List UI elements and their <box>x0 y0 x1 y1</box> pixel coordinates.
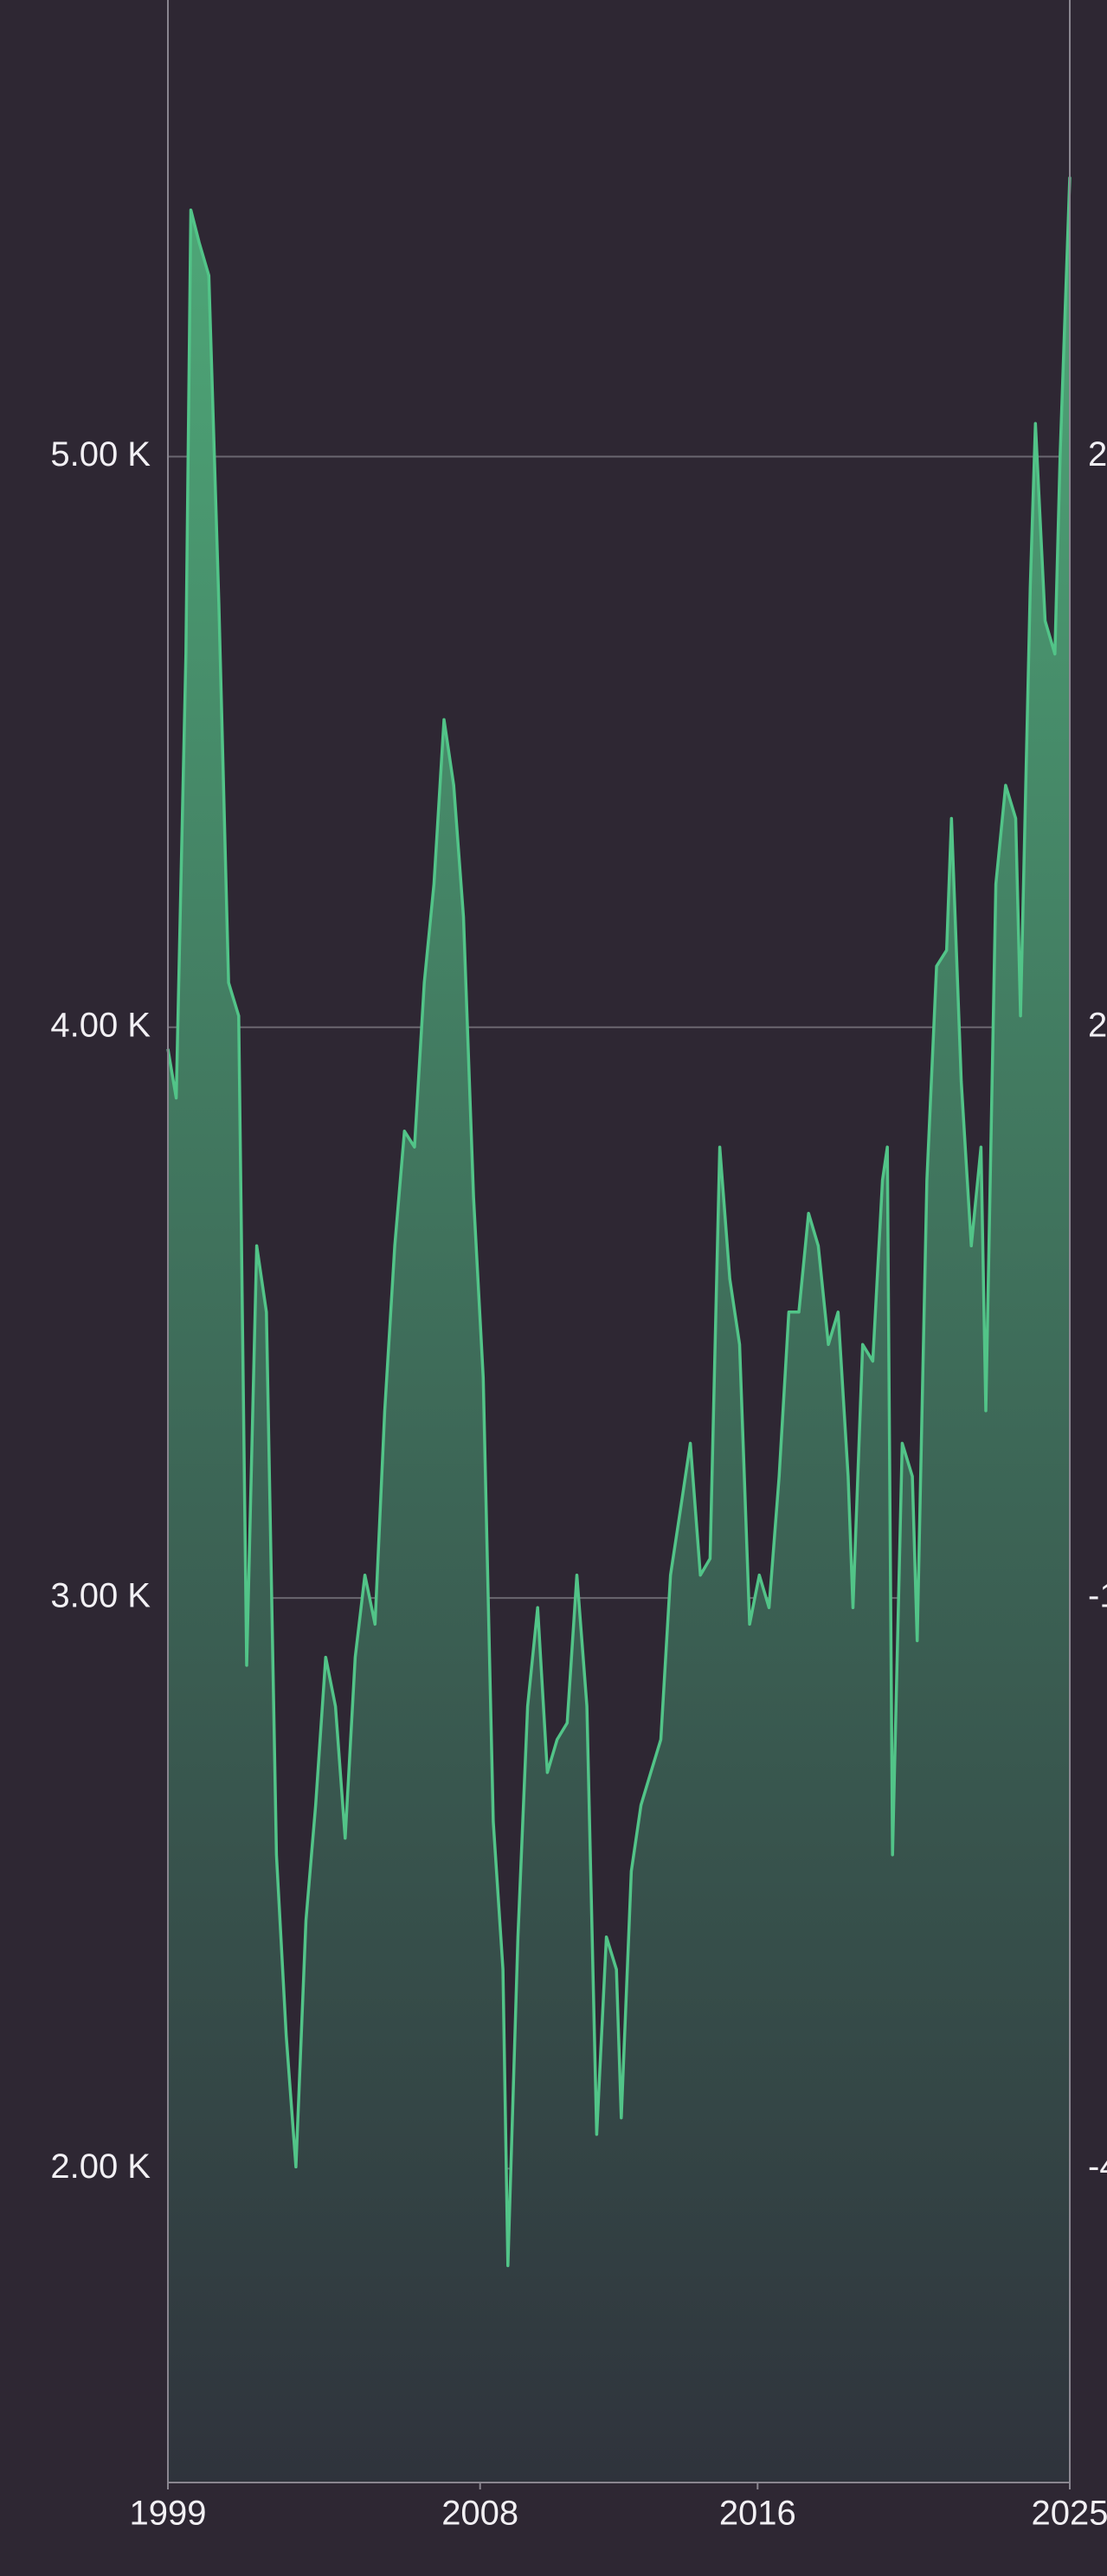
x-tick-label: 2008 <box>441 2495 518 2533</box>
y2-tick-label: 2 <box>1088 1006 1107 1044</box>
y-tick-label: 2.00 K <box>50 2148 151 2186</box>
x-tick-label: 2016 <box>719 2495 796 2533</box>
y-tick-label: 5.00 K <box>50 435 151 473</box>
x-tick-label: 2025 <box>1032 2495 1107 2533</box>
y2-tick-label: 2 <box>1088 435 1107 473</box>
area-fill <box>168 177 1070 2483</box>
y2-tick-label: -1 <box>1088 1577 1107 1615</box>
y2-tick-label: -4 <box>1088 2148 1107 2186</box>
y-tick-label: 3.00 K <box>50 1577 151 1615</box>
line <box>166 177 1072 2268</box>
y-tick-label: 4.00 K <box>50 1006 151 1044</box>
x-tick-label: 1999 <box>130 2495 207 2533</box>
